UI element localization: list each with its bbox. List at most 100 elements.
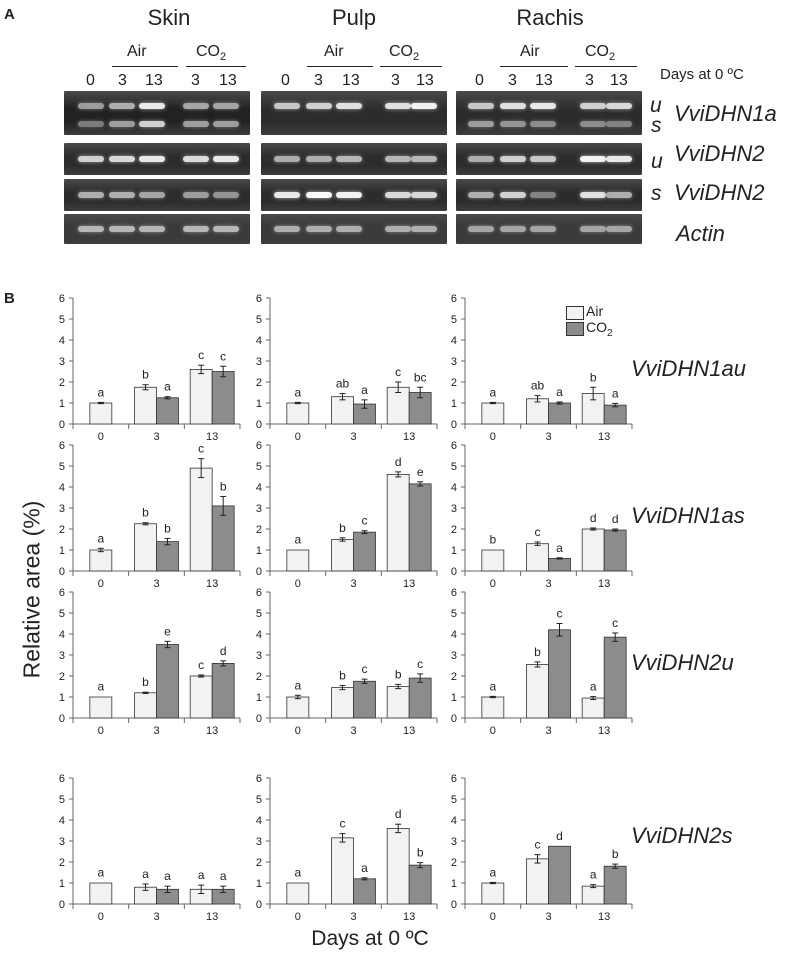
gel-image (456, 143, 642, 175)
x-tick-label: 13 (206, 431, 218, 443)
bar-day0 (286, 696, 310, 719)
y-tick-label: 4 (451, 482, 457, 494)
significance-letter: a (294, 678, 301, 692)
gel-band (306, 156, 332, 162)
gel-image (261, 214, 447, 244)
significance-letter: b (417, 846, 424, 860)
x-axis-title: Days at 0 ºC (311, 927, 429, 950)
y-tick-label: 6 (59, 773, 65, 785)
y-tick-label: 4 (59, 482, 65, 494)
significance-letter: b (339, 521, 346, 535)
significance-letter: ab (336, 377, 350, 391)
lane-label: 3 (191, 72, 200, 89)
tissue-title-rachis: Rachis (516, 5, 584, 30)
x-tick-label: 13 (403, 725, 415, 737)
gel-image (64, 143, 250, 175)
treatment-underline (500, 66, 568, 67)
gel-band (580, 226, 606, 232)
row-gene-label: VviDHN2u (631, 650, 734, 675)
gel-band (183, 226, 209, 232)
lane-label: 3 (314, 72, 323, 89)
gene-label-vvidhn1a: VviDHN1a (674, 101, 777, 126)
bar-air (134, 386, 157, 425)
x-tick-label: 13 (598, 578, 610, 590)
y-tick-label: 0 (59, 899, 65, 911)
y-tick-label: 1 (59, 878, 65, 890)
gel-image (261, 143, 447, 175)
gel-image (64, 214, 250, 244)
y-tick-label: 0 (256, 566, 262, 578)
gel-band (183, 103, 209, 109)
x-tick-label: 13 (206, 911, 218, 923)
y-tick-label: 3 (256, 836, 262, 848)
bar-co2 (603, 636, 627, 719)
gel-band (411, 156, 437, 162)
x-tick-label: 3 (153, 911, 159, 923)
y-tick-label: 4 (451, 629, 457, 641)
lane-label: 13 (145, 72, 163, 89)
x-tick-label: 3 (350, 578, 356, 590)
bar-day0 (481, 882, 505, 905)
bar-air (189, 368, 213, 425)
gel-band (78, 226, 104, 232)
legend-label-co2: CO2 (586, 319, 613, 339)
bar-day0 (481, 549, 505, 572)
significance-letter: c (417, 657, 423, 671)
y-tick-label: 1 (451, 692, 457, 704)
significance-letter: c (557, 607, 563, 621)
y-tick-label: 2 (451, 671, 457, 683)
y-tick-label: 5 (451, 608, 457, 620)
gel-band (213, 192, 239, 198)
gel-band (306, 103, 332, 109)
panel-a-label: A (4, 6, 15, 23)
lane-label: 0 (281, 72, 290, 89)
y-tick-label: 5 (59, 794, 65, 806)
band-marker-u: u (651, 150, 663, 173)
y-tick-label: 1 (59, 692, 65, 704)
significance-letter: a (164, 869, 171, 883)
bar-day0 (89, 882, 113, 905)
gel-band (500, 121, 526, 127)
y-tick-label: 0 (59, 713, 65, 725)
treatment-label-co2-pulp: CO2 (389, 43, 419, 63)
treatment-underline (380, 66, 442, 67)
y-tick-label: 3 (59, 503, 65, 515)
bar-co2 (211, 663, 235, 719)
y-tick-label: 6 (59, 440, 65, 452)
x-tick-label: 3 (350, 725, 356, 737)
bar-co2 (353, 680, 376, 719)
bar-day0 (89, 402, 113, 425)
tissue-title-skin: Skin (147, 5, 191, 30)
significance-letter: a (489, 679, 496, 693)
significance-letter: a (556, 385, 563, 399)
y-tick-label: 5 (256, 794, 262, 806)
gel-image (456, 214, 642, 244)
gel-band (500, 192, 526, 198)
legend-swatch-air (566, 306, 584, 320)
significance-letter: a (294, 385, 301, 399)
y-tick-label: 1 (256, 692, 262, 704)
y-tick-label: 2 (256, 671, 262, 683)
y-tick-label: 2 (59, 857, 65, 869)
co2-subscript: 2 (609, 51, 616, 64)
treatment-underline (575, 66, 637, 67)
x-tick-label: 3 (153, 431, 159, 443)
x-tick-label: 0 (295, 578, 301, 590)
co2-subscript: 2 (413, 51, 420, 64)
y-tick-label: 5 (256, 461, 262, 473)
gel-band (385, 226, 411, 232)
bar-air (526, 858, 549, 905)
significance-letter: b (489, 533, 496, 547)
bar-co2 (408, 677, 432, 719)
x-tick-label: 0 (490, 725, 496, 737)
treatment-label-co2-rachis: CO2 (585, 43, 615, 63)
y-tick-label: 2 (256, 857, 262, 869)
gel-image (456, 91, 642, 135)
y-tick-label: 5 (451, 314, 457, 326)
y-tick-label: 4 (451, 335, 457, 347)
significance-letter: a (97, 531, 104, 545)
gel-band (580, 103, 606, 109)
bar-air (581, 697, 605, 719)
gel-band (109, 156, 135, 162)
significance-letter: a (220, 869, 227, 883)
